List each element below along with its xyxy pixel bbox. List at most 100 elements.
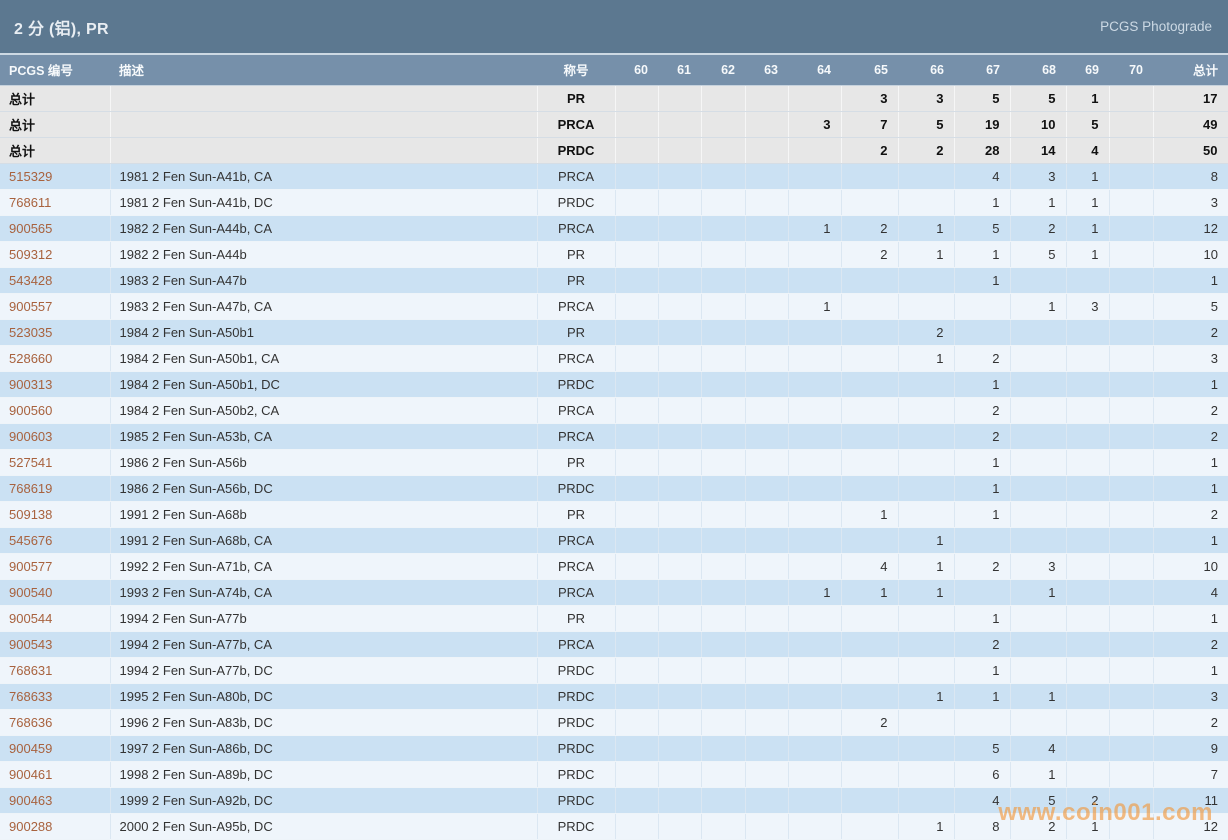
- pcgs-number-link[interactable]: 900557: [9, 298, 53, 314]
- grade-cell: 1: [1010, 683, 1067, 710]
- total-cell: 4: [1153, 579, 1228, 606]
- grade-cell: 1: [898, 579, 955, 606]
- pcgs-number-link[interactable]: 900459: [9, 740, 53, 756]
- pcgs-number-link[interactable]: 515329: [9, 168, 53, 184]
- grade-cell: [898, 189, 955, 216]
- grade-cell: [1109, 449, 1154, 476]
- pcgs-number-link[interactable]: 509138: [9, 506, 53, 522]
- pcgs-number-link[interactable]: 545676: [9, 532, 53, 548]
- pcgs-number-link[interactable]: 900603: [9, 428, 53, 444]
- grade-cell: 1: [954, 501, 1011, 528]
- pcgs-number-link[interactable]: 768611: [9, 194, 52, 210]
- total-cell: 9: [1153, 735, 1228, 762]
- grade-cell: 1: [954, 267, 1011, 294]
- description-cell: 1982 2 Fen Sun-A44b, CA: [110, 215, 538, 242]
- pcgs-number-link[interactable]: 900288: [9, 818, 53, 834]
- pcgs-number-link[interactable]: 543428: [9, 272, 53, 288]
- total-row: 总计 PRCA 3 7 5 19 10 5 49: [0, 111, 1228, 138]
- grade-cell: [701, 397, 746, 424]
- pcgs-photograde-link[interactable]: PCGS Photograde: [1100, 19, 1212, 34]
- pcgs-number-link[interactable]: 768636: [9, 714, 53, 730]
- grade-cell: [1010, 345, 1067, 372]
- grade-cell: [788, 501, 842, 528]
- grade-cell: 1: [954, 241, 1011, 268]
- grade-cell: [841, 527, 899, 554]
- grade-cell: [615, 241, 659, 268]
- grade-cell: [1066, 371, 1110, 398]
- grade-cell: [615, 215, 659, 242]
- pcgs-number-cell: 900463: [0, 787, 111, 814]
- grade-cell: [1010, 319, 1067, 346]
- pcgs-number-link[interactable]: 900313: [9, 376, 53, 392]
- grade-cell: 4: [954, 163, 1011, 190]
- designation-cell: PRDC: [537, 709, 616, 736]
- grade-cell: [1010, 449, 1067, 476]
- designation-cell: PR: [537, 449, 616, 476]
- pcgs-number-cell: 900565: [0, 215, 111, 242]
- total-cell: 3: [1153, 189, 1228, 216]
- grade-cell: [841, 761, 899, 788]
- pcgs-number-link[interactable]: 900463: [9, 792, 53, 808]
- pcgs-number-link[interactable]: 768631: [9, 662, 53, 678]
- pcgs-number-link[interactable]: 768619: [9, 480, 53, 496]
- description-cell: 1981 2 Fen Sun-A41b, CA: [110, 163, 538, 190]
- pcgs-number-link[interactable]: 900461: [9, 766, 53, 782]
- designation-cell: PRCA: [537, 345, 616, 372]
- pcgs-number-link[interactable]: 900544: [9, 610, 53, 626]
- description-cell: 1985 2 Fen Sun-A53b, CA: [110, 423, 538, 450]
- grade-cell: [898, 709, 955, 736]
- total-cell: 2: [1153, 631, 1228, 658]
- grade-cell: [615, 813, 659, 840]
- pcgs-number-cell: 900560: [0, 397, 111, 424]
- description-cell: 1994 2 Fen Sun-A77b, DC: [110, 657, 538, 684]
- pcgs-number-cell: 768619: [0, 475, 111, 502]
- grade-cell: [788, 787, 842, 814]
- pcgs-number-cell: 509312: [0, 241, 111, 268]
- grade-cell: [658, 813, 702, 840]
- total-cell: 50: [1153, 137, 1228, 164]
- pcgs-number-link[interactable]: 509312: [9, 246, 53, 262]
- pcgs-number-link[interactable]: 900540: [9, 584, 53, 600]
- pcgs-number-link[interactable]: 527541: [9, 454, 53, 470]
- grade-cell: [788, 709, 842, 736]
- table-body: 总计 PR 3 3 5 5 1 17 总计 PRCA 3 7 5 19 10 5 49 总计 PRDC 2 2 28 14 4…: [0, 85, 1228, 840]
- designation-cell: PRCA: [537, 163, 616, 190]
- description-cell: 1999 2 Fen Sun-A92b, DC: [110, 787, 538, 814]
- grade-cell: [841, 449, 899, 476]
- grade-cell: [1109, 657, 1154, 684]
- designation-cell: PRCA: [537, 423, 616, 450]
- table-row: 509138 1991 2 Fen Sun-A68b PR 1 1 2: [0, 501, 1228, 528]
- grade-cell: [788, 371, 842, 398]
- pcgs-number-link[interactable]: 523035: [9, 324, 53, 340]
- pcgs-number-link[interactable]: 900560: [9, 402, 53, 418]
- table-row: 768619 1986 2 Fen Sun-A56b, DC PRDC 1 1: [0, 475, 1228, 502]
- grade-cell: [745, 371, 789, 398]
- pcgs-number-link[interactable]: 528660: [9, 350, 53, 366]
- grade-cell: 19: [954, 111, 1011, 138]
- grade-cell: [615, 85, 659, 112]
- grade-cell: [615, 345, 659, 372]
- grade-cell: [1066, 423, 1110, 450]
- grade-cell: [658, 137, 702, 164]
- grade-cell: [1010, 527, 1067, 554]
- grade-cell: [1066, 345, 1110, 372]
- pcgs-number-link[interactable]: 900543: [9, 636, 53, 652]
- grade-cell: [1066, 631, 1110, 658]
- pcgs-number-cell: 900577: [0, 553, 111, 580]
- pcgs-number-cell: 527541: [0, 449, 111, 476]
- pcgs-number-link[interactable]: 768633: [9, 688, 53, 704]
- total-row-label: 总计: [0, 137, 111, 164]
- pcgs-number-link[interactable]: 900577: [9, 558, 53, 574]
- grade-cell: [954, 709, 1011, 736]
- grade-cell: [701, 163, 746, 190]
- pcgs-number-link[interactable]: 900565: [9, 220, 53, 236]
- grade-cell: [954, 293, 1011, 320]
- grade-cell: 1: [1066, 215, 1110, 242]
- grade-cell: [788, 605, 842, 632]
- grade-cell: 3: [898, 85, 955, 112]
- grade-cell: [1010, 605, 1067, 632]
- grade-cell: [1109, 579, 1154, 606]
- grade-cell: [1010, 475, 1067, 502]
- grade-cell: [701, 579, 746, 606]
- designation-cell: PRDC: [537, 137, 616, 164]
